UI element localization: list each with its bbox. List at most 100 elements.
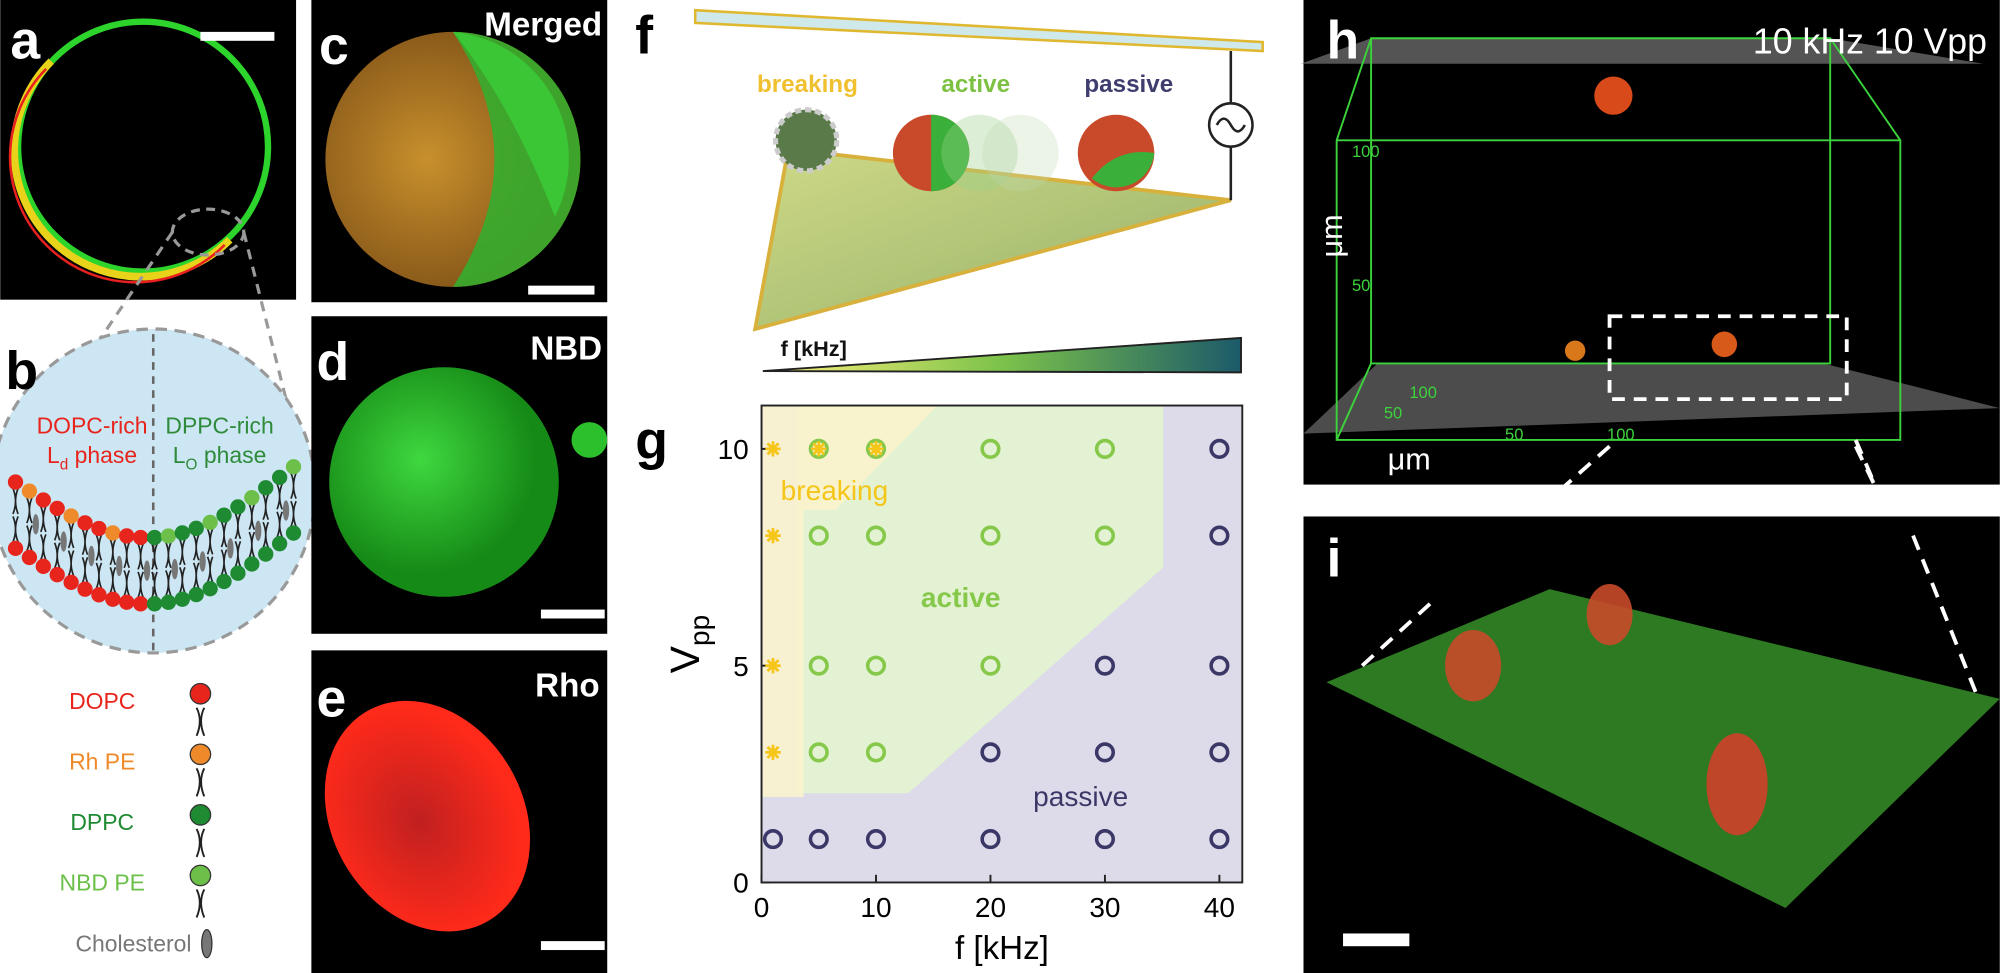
vesicle [1564,340,1586,361]
lipid-tail [53,514,61,569]
legend-head [201,929,213,959]
y-tick-label: 0 [733,868,749,899]
lipid-tail [95,534,103,589]
marker [1209,655,1230,676]
vesicle-trail [941,114,1018,192]
region-label: passive [1033,781,1128,812]
axis-tick: 50 [1352,276,1370,295]
legend-tail [195,767,206,797]
axis-tick: 100 [1409,383,1437,402]
cholesterol [199,551,206,572]
cholesterol [255,520,262,542]
lipid-head [35,492,51,508]
ac-symbol [1215,117,1246,133]
lipid-head [77,515,93,531]
zoom-line [1360,597,1437,668]
bottom-electrode [752,147,1232,332]
lipid-legend: DOPC Rh PE DPPC NBD PE Cholesterol [60,682,213,959]
lipid-head [119,594,135,610]
marker [1094,655,1116,676]
lipid-head [271,469,288,486]
lipid-tail [109,538,117,594]
legend-head [189,682,212,705]
lipid-head [174,525,190,541]
marker [980,438,1001,459]
lipid-head [258,480,274,496]
lipid-tail [67,522,75,577]
marker [865,525,887,546]
legend-head [189,804,212,826]
cholesterol [116,555,123,577]
panel-label: d [316,333,349,392]
marker [808,742,829,763]
lipid-tail [165,542,172,597]
scale-bar [540,609,605,619]
lipid-head [244,490,260,506]
lipid-head [21,549,38,566]
image-a [0,0,297,300]
lipid-tail [26,497,33,552]
cholesterol [143,560,151,581]
channel-label: Rho [535,667,599,704]
phase-title: DPPC-rich [165,413,273,439]
top-plane [1300,38,1984,64]
lipid-head [188,520,204,536]
panel-label: f [635,7,653,66]
lipid-head [216,573,232,590]
x-axis-label: f [kHz] [955,930,1049,967]
lo-domain [452,31,569,217]
marker [762,829,784,850]
vesicle-ld [10,58,233,281]
marker [868,441,884,457]
vesicle-breaking [773,107,840,174]
scale-bar [540,941,605,951]
marker [811,441,827,457]
axis-unit: μm [1388,442,1431,476]
cholesterol [88,545,95,567]
lipid-head [63,574,79,591]
panel-label: a [10,12,41,71]
t: d [60,456,69,473]
y-axis-label: Vpp [662,615,715,673]
lipid-tail [290,472,297,527]
cholesterol [227,538,234,559]
marker [865,655,887,676]
zoom-box [1607,314,1849,402]
marker [1209,829,1230,850]
state-label: active [941,71,1010,98]
marker [980,525,1001,546]
cholesterol [282,500,290,521]
vesicle-rho [324,700,531,932]
y-tick-label: 10 [718,434,749,465]
x-tick-label: 10 [860,892,891,923]
lipid-tail [12,488,19,543]
cholesterol [171,558,178,580]
bottom-plane [1303,363,2000,434]
marker [980,829,1001,850]
channel-label: NBD [530,331,602,368]
lipid-head [132,529,149,546]
marker [765,658,781,674]
marker [1094,742,1116,763]
lipid-head [77,581,93,597]
vesicle-nbd [329,367,559,597]
lipid-head [160,594,177,610]
marker [808,525,829,546]
marker [808,438,829,459]
condition-label: 10 kHz 10 Vpp [1753,22,1987,62]
lipid-head [244,556,260,572]
t: O [186,456,198,473]
panel-label: g [635,412,668,471]
lipid-tail [123,542,131,597]
lipid-head [21,483,38,499]
marker [980,742,1001,763]
vesicle [1586,584,1633,646]
lipid-tail [151,543,158,598]
lipid-head [146,529,163,546]
vesicle-trail [982,114,1059,192]
legend-head [189,864,212,887]
vesicle [1445,629,1502,702]
t: L [173,442,186,468]
axis-unit: μm [1315,214,1349,257]
